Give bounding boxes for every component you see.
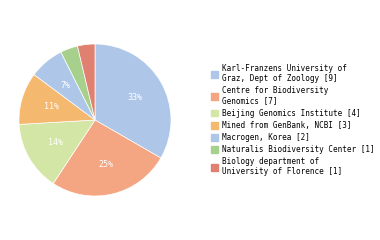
Wedge shape (34, 52, 95, 120)
Wedge shape (95, 44, 171, 158)
Text: 11%: 11% (44, 102, 59, 111)
Wedge shape (19, 75, 95, 124)
Legend: Karl-Franzens University of
Graz, Dept of Zoology [9], Centre for Biodiversity
G: Karl-Franzens University of Graz, Dept o… (209, 62, 376, 178)
Text: 7%: 7% (61, 81, 71, 90)
Text: 25%: 25% (98, 160, 113, 169)
Text: 14%: 14% (48, 138, 63, 147)
Wedge shape (61, 46, 95, 120)
Wedge shape (53, 120, 161, 196)
Text: 33%: 33% (127, 93, 142, 102)
Wedge shape (19, 120, 95, 184)
Wedge shape (78, 44, 95, 120)
